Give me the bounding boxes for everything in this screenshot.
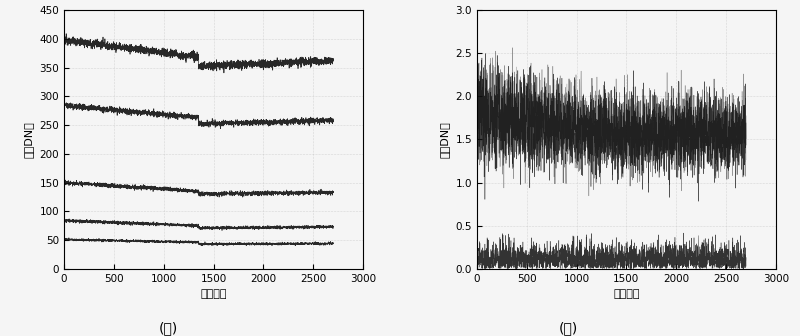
Text: (ａ): (ａ) bbox=[158, 322, 178, 336]
X-axis label: 像元位置: 像元位置 bbox=[200, 289, 227, 299]
X-axis label: 像元位置: 像元位置 bbox=[613, 289, 640, 299]
Y-axis label: 图像DN値: 图像DN値 bbox=[24, 121, 34, 158]
Text: (ｂ): (ｂ) bbox=[558, 322, 578, 336]
Y-axis label: 图像DN値: 图像DN値 bbox=[440, 121, 450, 158]
